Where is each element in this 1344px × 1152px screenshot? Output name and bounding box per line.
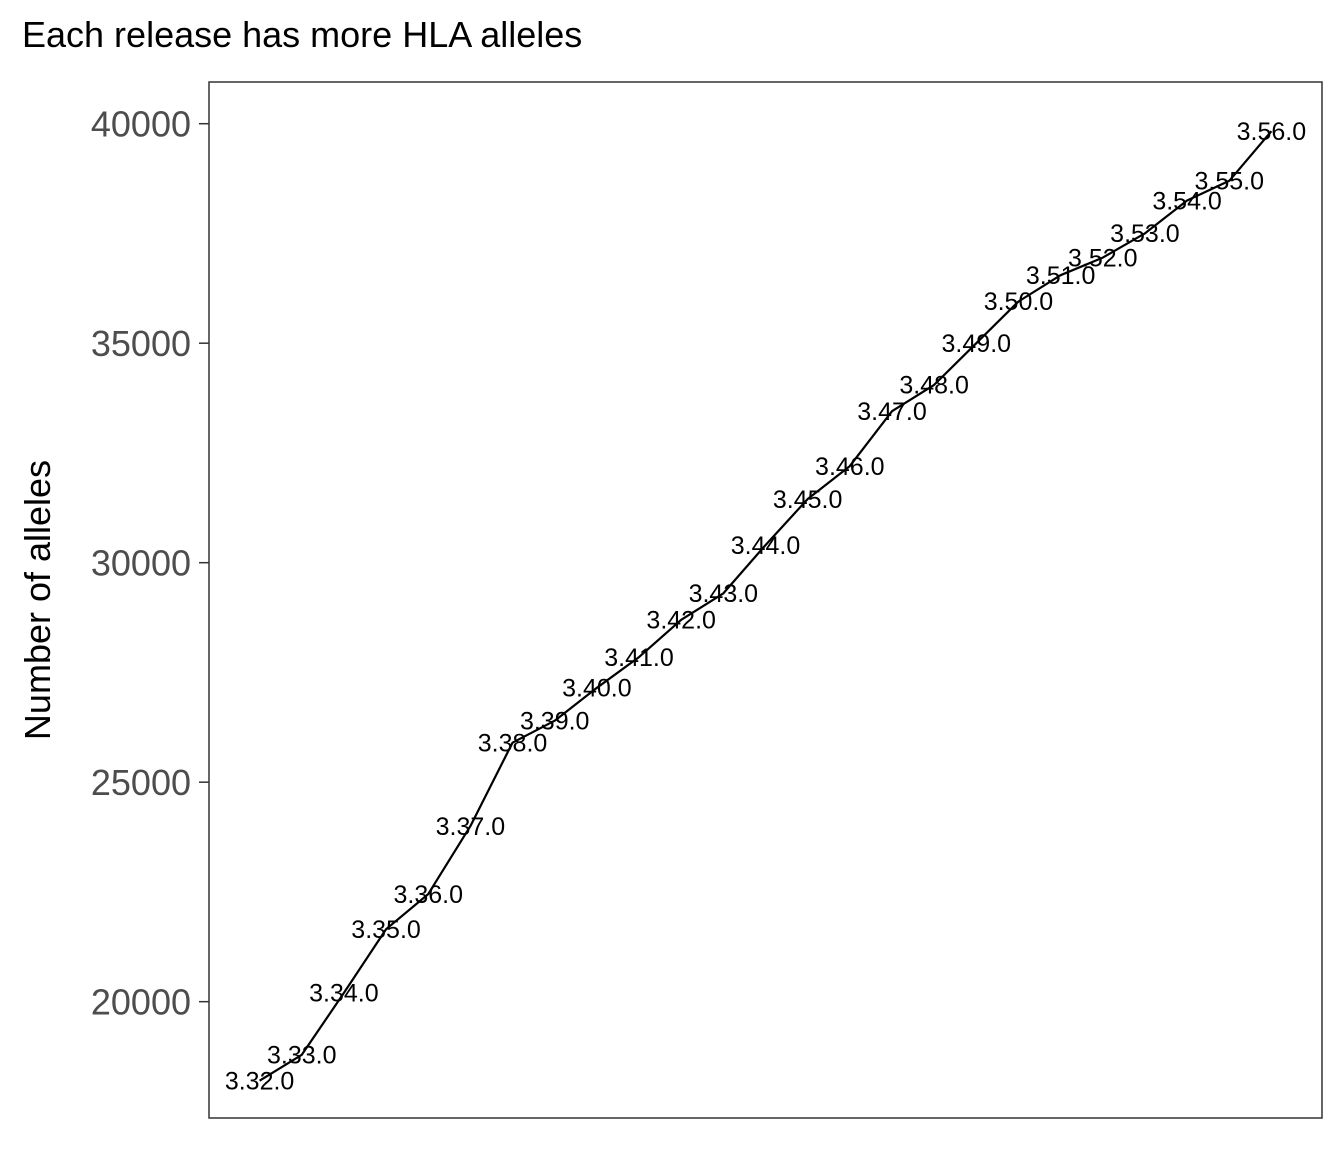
point-label: 3.35.0 [351, 916, 421, 944]
point-label: 3.55.0 [1194, 168, 1264, 196]
point-label: 3.40.0 [562, 675, 632, 703]
series-line [259, 130, 1273, 1082]
point-label: 3.51.0 [1026, 262, 1096, 290]
point-label: 3.52.0 [1068, 244, 1138, 272]
point-label: 3.33.0 [267, 1042, 337, 1070]
point-label: 3.48.0 [899, 372, 969, 400]
point-label: 3.39.0 [520, 707, 590, 735]
point-label: 3.54.0 [1152, 187, 1222, 215]
y-tick-label: 30000 [91, 542, 191, 583]
point-label: 3.53.0 [1110, 220, 1180, 248]
point-label: 3.45.0 [773, 486, 843, 514]
y-tick-label: 20000 [91, 981, 191, 1022]
point-label: 3.49.0 [942, 330, 1012, 358]
point-label: 3.44.0 [731, 532, 801, 560]
plot-panel-border [208, 81, 1323, 1119]
point-labels-group: 3.32.03.33.0 3.34.0 3.35.0 3.36.0 3.37.0 3.38… [225, 118, 1306, 1096]
y-axis-title: Number of alleles [17, 460, 58, 740]
y-axis: 20000 25000 30000 35000 40000 [91, 103, 209, 1022]
point-label: 3.46.0 [815, 453, 885, 481]
y-tick-label: 35000 [91, 323, 191, 364]
chart-title: Each release has more HLA alleles [22, 14, 583, 55]
series-line-group [259, 130, 1273, 1082]
point-label: 3.56.0 [1237, 118, 1307, 146]
point-label: 3.38.0 [478, 729, 548, 757]
point-label: 3.36.0 [393, 881, 463, 909]
point-label: 3.42.0 [646, 607, 716, 635]
y-tick-label: 40000 [91, 103, 191, 144]
point-label: 3.50.0 [984, 288, 1054, 316]
point-label: 3.47.0 [857, 398, 927, 426]
y-tick-label: 25000 [91, 762, 191, 803]
point-label: 3.43.0 [689, 580, 759, 608]
point-label: 3.32.0 [225, 1067, 295, 1095]
point-label: 3.37.0 [436, 813, 506, 841]
point-label: 3.34.0 [309, 980, 379, 1008]
point-label: 3.41.0 [604, 644, 674, 672]
